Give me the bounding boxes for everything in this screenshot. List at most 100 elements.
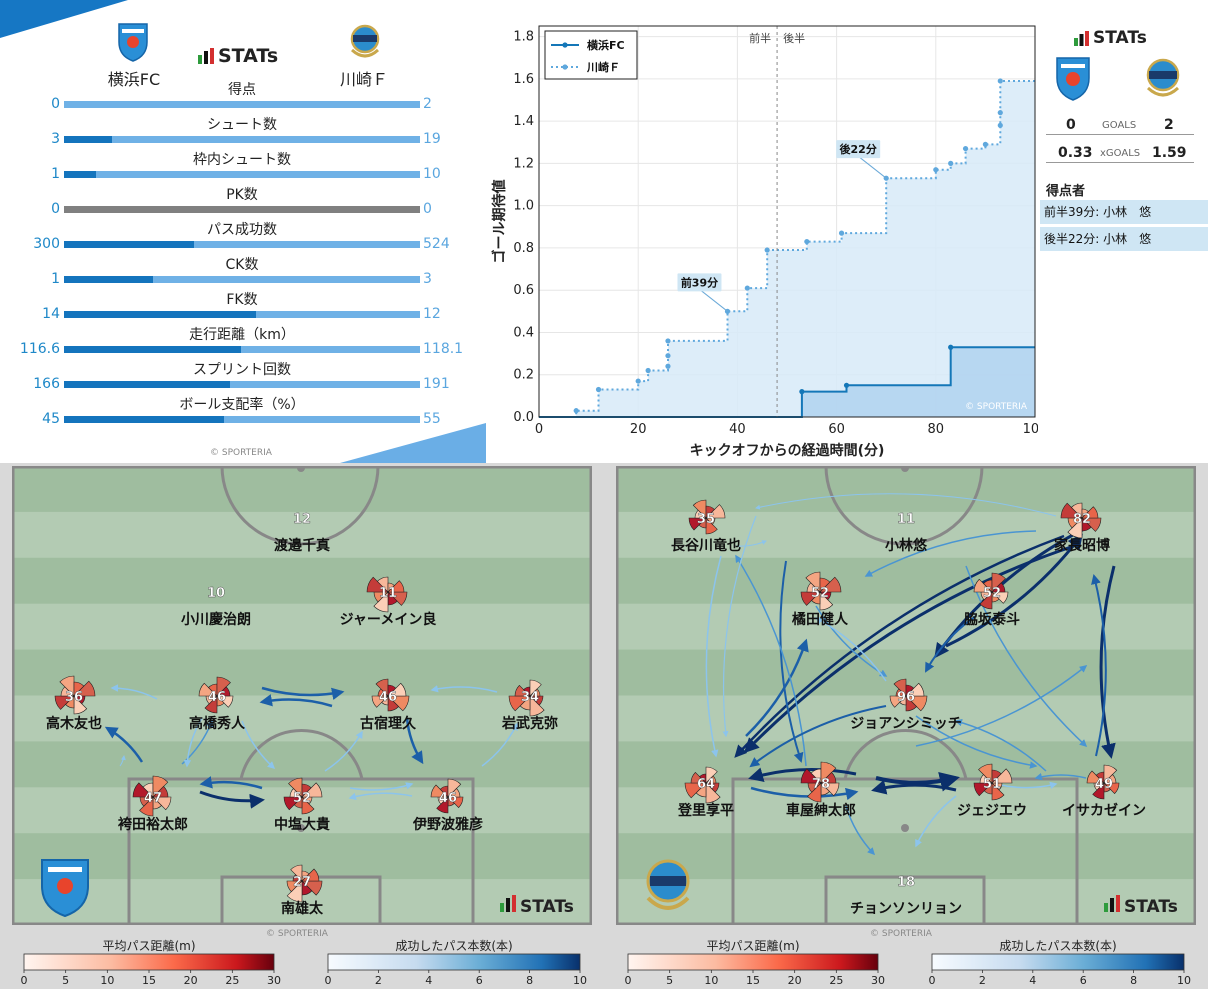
- colorbar-tick-label: 5: [666, 974, 673, 987]
- data-point: [962, 145, 969, 152]
- data-point: [573, 408, 579, 414]
- stat-away-value: 524: [423, 236, 450, 252]
- pitch-left: 12 渡邉千真 10 小川慶治朗 11 ジャーメイン良 36 高木友也 46 高橋秀人 46 古宿理久…: [12, 466, 592, 925]
- player: 34 岩武克弥: [501, 679, 558, 732]
- pass-rose-wedge: [973, 578, 993, 593]
- player-name: ジャーメイン良: [340, 611, 437, 628]
- player-name: 車屋紳太郎: [786, 802, 856, 819]
- pass-rose-wedge: [991, 582, 1006, 593]
- player: 12 渡邉千真: [274, 512, 330, 554]
- pass-rose-wedge: [705, 775, 717, 784]
- annotation-label: 後22分: [840, 142, 877, 156]
- player-name: 長谷川竜也: [671, 537, 741, 554]
- player-name: 伊野波雅彦: [412, 816, 483, 833]
- stats-copyright: © SPORTERIA: [210, 448, 272, 458]
- pass-rose-wedge: [152, 775, 169, 798]
- pass-rose-wedge: [905, 695, 918, 712]
- pass-rose-wedge: [1103, 764, 1118, 784]
- stat-label: ボール支配率（%）: [179, 397, 305, 413]
- pass-rose-wedge: [371, 695, 389, 708]
- stat-bar-home-fill: [64, 311, 256, 318]
- y-tick-label: 1.0: [513, 199, 534, 214]
- player-name: 古宿理久: [360, 715, 417, 732]
- player-pass-count: 35: [697, 512, 715, 527]
- colorbar-tick-label: 6: [1080, 974, 1087, 987]
- pass-rose-wedge: [893, 678, 907, 697]
- pass-arrow: [259, 694, 333, 708]
- stat-away-value: 118.1: [423, 341, 464, 357]
- pass-rose-wedge: [819, 591, 834, 611]
- legend: 横浜FC 川崎Ｆ: [544, 30, 638, 80]
- pass-rose-wedge: [819, 576, 842, 593]
- annotation-label: 前39分: [681, 275, 718, 289]
- stat-bar: [64, 101, 420, 108]
- stat-bar-home-fill: [64, 171, 97, 178]
- pass-rose-wedge: [286, 880, 303, 893]
- data-point: [665, 338, 671, 344]
- pass-arrow: [705, 555, 722, 758]
- penalty-arc: [843, 729, 968, 780]
- player-pass-count: 52: [293, 791, 311, 806]
- player: 46 伊野波雅彦: [412, 778, 483, 833]
- pitch-stats-logo: STATs: [500, 895, 574, 917]
- data-point: [804, 238, 810, 245]
- count-colorbar-title: 成功したパス本数(本): [999, 939, 1117, 953]
- pass-rose-wedge: [283, 796, 303, 811]
- pass-arrow: [110, 684, 158, 700]
- colorbar-tick-label: 0: [929, 974, 936, 987]
- scorers-title: 得点者: [1046, 184, 1086, 199]
- stat-bar-home-fill: [64, 346, 241, 353]
- pass-rose-wedge: [800, 591, 821, 606]
- stat-home-value: 14: [42, 306, 60, 322]
- pass-rose-wedge: [1092, 782, 1105, 800]
- colorbar-tick-label: 30: [267, 974, 281, 987]
- pass-rose-wedge: [387, 695, 410, 712]
- pass-arrow: [324, 730, 363, 772]
- colorbar-tick-label: 0: [21, 974, 28, 987]
- stat-away-value: 19: [423, 131, 441, 147]
- pass-rose-wedge: [529, 695, 545, 717]
- centre-spot: [297, 466, 305, 472]
- player-pass-count: 10: [207, 586, 225, 601]
- y-tick-label: 1.2: [513, 156, 534, 171]
- pass-rose-wedge: [366, 576, 389, 593]
- pass-rose-wedge: [991, 591, 1009, 604]
- stat-away-value: 0: [423, 201, 432, 217]
- colorbar: [627, 953, 879, 971]
- colorbar-tick-label: 4: [1029, 974, 1036, 987]
- pass-rose-wedge: [807, 782, 822, 803]
- distance-colorbar-title: 平均パス距離(m): [706, 939, 800, 953]
- player-pass-count: 96: [897, 690, 915, 705]
- player: 11 小林悠: [885, 512, 928, 554]
- centre-circle: [220, 466, 380, 546]
- player-name: 袴田裕太郎: [118, 816, 188, 833]
- player: 49 イサカゼイン: [1062, 764, 1146, 819]
- x-tick-label: 0: [535, 422, 543, 437]
- xgoals-row: 0.33 xGOALS 1.59: [1046, 144, 1194, 163]
- player: 46 高橋秀人: [189, 676, 246, 732]
- colorbar: [931, 953, 1185, 971]
- player: 46 古宿理久: [360, 678, 417, 732]
- pass-rose-wedge: [373, 591, 389, 613]
- scorer-row: 後半22分: 小林 悠: [1040, 227, 1208, 251]
- data-point: [933, 167, 939, 173]
- pass-rose-wedge: [978, 763, 993, 784]
- player-name: 岩武克弥: [501, 715, 558, 732]
- pass-arrow: [481, 722, 518, 767]
- pass-rose-wedge: [905, 695, 928, 712]
- pass-rose-wedge: [991, 768, 1013, 784]
- stats-logo: STATs: [198, 44, 278, 68]
- colorbar-tick-label: 10: [704, 974, 718, 987]
- stat-home-value: 45: [42, 411, 60, 427]
- pass-arrow: [845, 805, 876, 856]
- legend-label: 川崎Ｆ: [586, 60, 620, 74]
- summary-stats-logo: STATs: [1074, 28, 1147, 48]
- pass-rose-wedge: [692, 499, 707, 519]
- stat-label: 枠内シュート数: [193, 152, 291, 168]
- data-point: [948, 160, 954, 166]
- stat-bar-home-fill: [64, 241, 194, 248]
- pass-rose-wedge: [376, 576, 389, 593]
- penalty-area: [731, 777, 1079, 925]
- pass-rose-wedge: [1081, 506, 1099, 519]
- plot-frame: [538, 25, 1036, 418]
